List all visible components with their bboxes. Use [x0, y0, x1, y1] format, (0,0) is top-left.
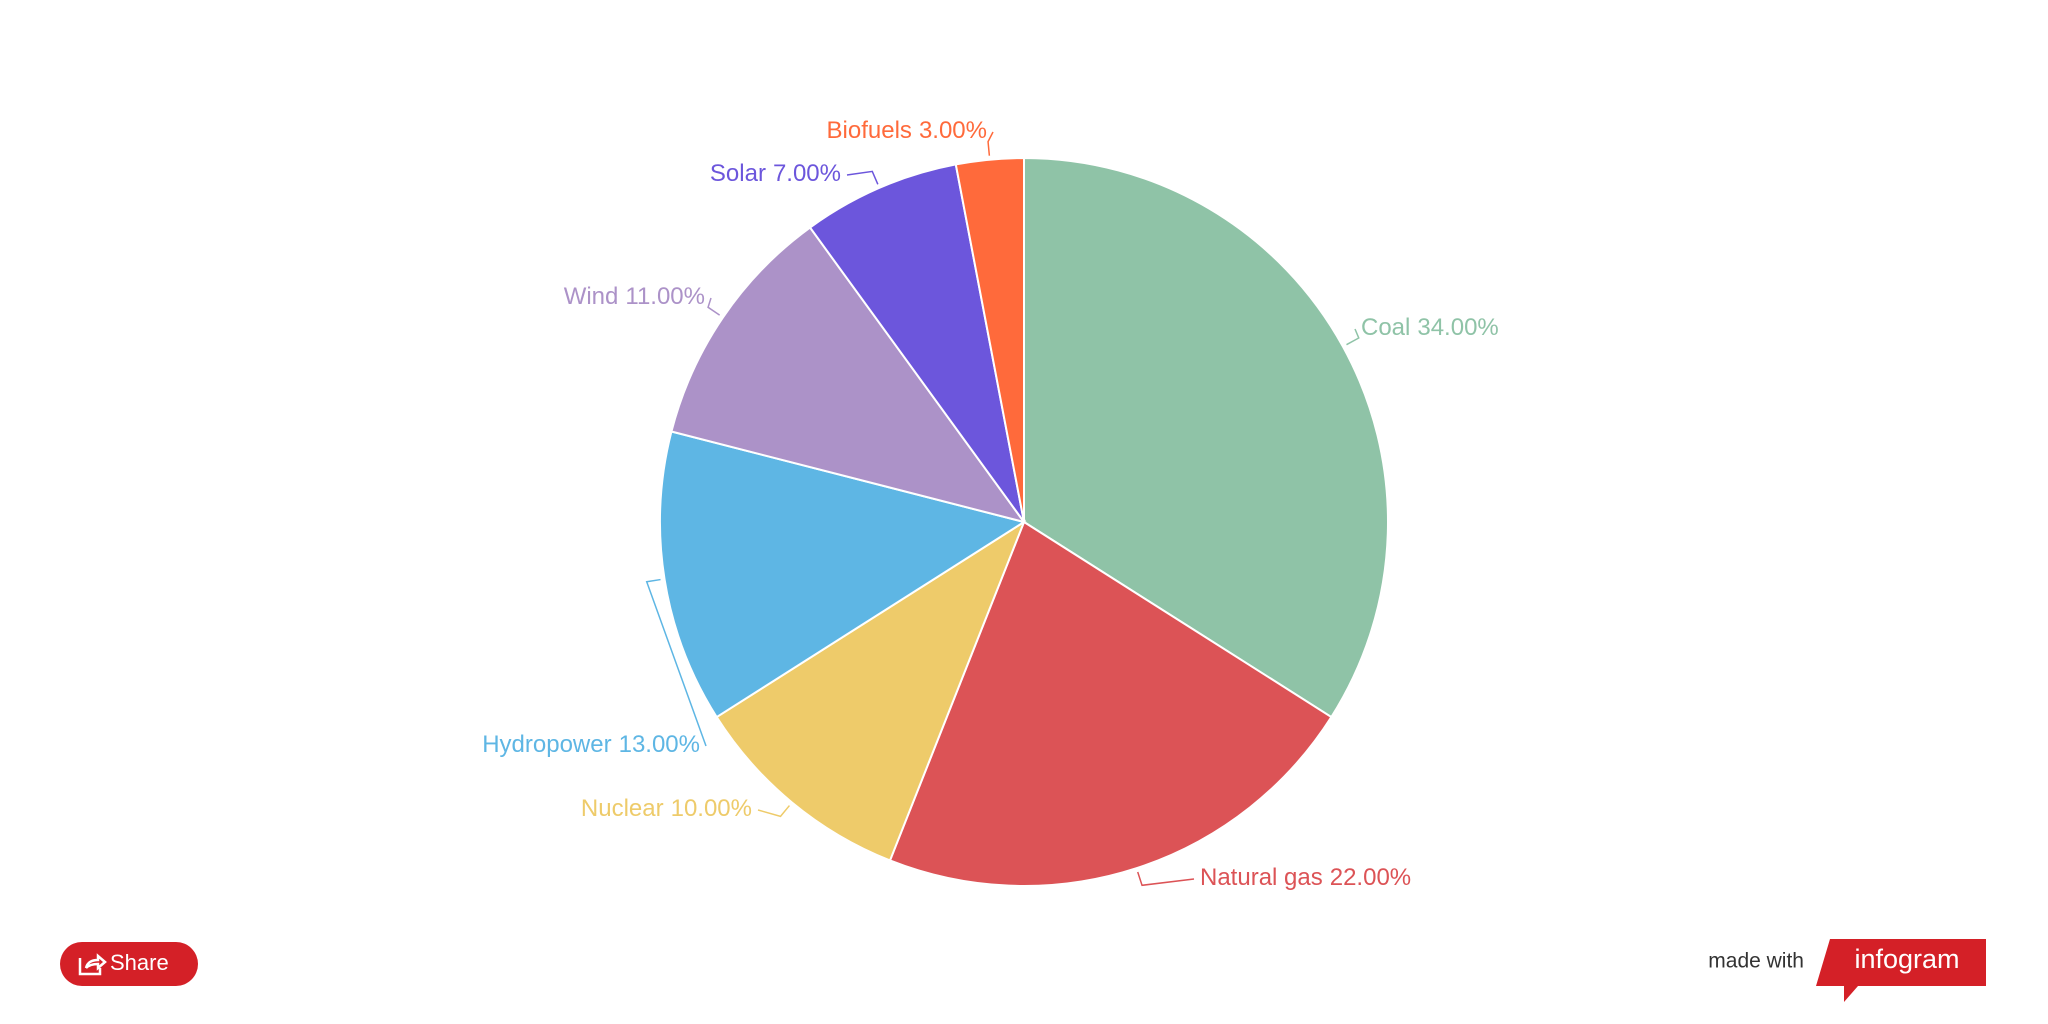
slice-value: 13.00%: [619, 731, 700, 758]
slice-name: Wind: [564, 283, 619, 310]
slice-value: 34.00%: [1417, 314, 1498, 341]
leader-line: [1137, 871, 1195, 887]
slice-value: 22.00%: [1330, 864, 1411, 891]
slice-value: 11.00%: [625, 283, 705, 310]
infogram-logo[interactable]: infogram: [1816, 939, 1986, 1002]
pie-slice: [659, 430, 1027, 719]
slice-label: Biofuels 3.00%: [827, 117, 987, 144]
slice-name: Solar: [710, 160, 766, 187]
slice-label: Nuclear 10.00%: [581, 795, 752, 822]
slice-name: Nuclear: [581, 795, 664, 822]
pie-slice: [808, 163, 1025, 523]
pie-slice: [888, 520, 1333, 887]
pie-slice: [954, 156, 1025, 523]
share-icon[interactable]: [78, 953, 107, 976]
logo-text[interactable]: infogram: [1854, 944, 1959, 974]
slice-name: Coal: [1361, 314, 1410, 341]
slice-value: 3.00%: [919, 117, 987, 144]
slice-value: 7.00%: [773, 160, 841, 187]
leader-line: [707, 297, 721, 316]
leader-line: [846, 170, 879, 185]
leader-line: [645, 578, 707, 747]
slice-name: Biofuels: [827, 117, 912, 144]
leader-line: [987, 131, 994, 156]
logo-shape[interactable]: [1816, 939, 1986, 1002]
pie-slice: [670, 226, 1027, 524]
pie-slice: [715, 519, 1027, 862]
slice-label: Solar 7.00%: [710, 160, 841, 187]
leader-line: [1346, 328, 1360, 346]
slice-label: Coal 34.00%: [1361, 314, 1499, 341]
slice-label: Hydropower 13.00%: [482, 731, 700, 758]
slice-label: Natural gas 22.00%: [1200, 864, 1411, 891]
leader-line: [757, 805, 791, 818]
pie-slice: [1023, 156, 1390, 719]
slice-name: Natural gas: [1200, 864, 1323, 891]
slice-label: Wind 11.00%: [564, 283, 705, 310]
slice-name: Hydropower: [482, 731, 611, 758]
slice-value: 10.00%: [671, 795, 752, 822]
made-with: made with: [1708, 950, 1804, 973]
share-label[interactable]: Share: [110, 950, 169, 975]
share-button[interactable]: Share: [60, 942, 198, 986]
